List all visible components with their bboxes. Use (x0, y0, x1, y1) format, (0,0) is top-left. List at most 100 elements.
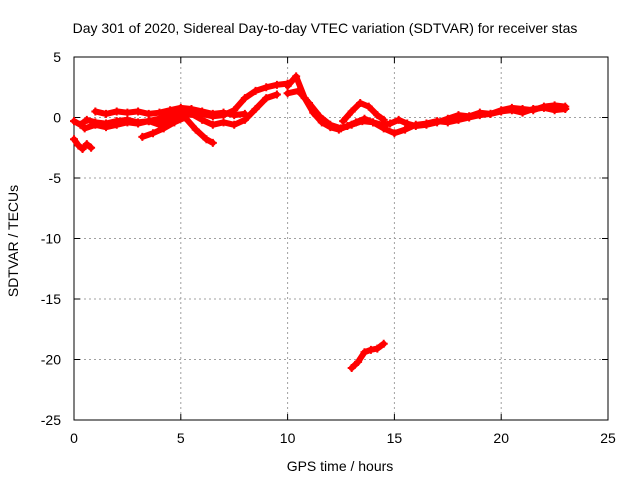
data-point (70, 135, 78, 144)
data-point (283, 89, 292, 98)
data-point (390, 129, 399, 138)
data-point (80, 124, 89, 133)
data-point (347, 363, 356, 372)
data-point (78, 144, 87, 153)
data-point (112, 120, 121, 129)
x-tick-label: 5 (177, 430, 185, 446)
data-point (379, 339, 388, 348)
data-point (208, 120, 217, 129)
data-point (411, 120, 420, 129)
x-tick-label: 10 (280, 430, 296, 446)
data-point (230, 120, 239, 129)
data-point (149, 129, 158, 138)
data-point (102, 123, 111, 132)
y-tick-label: -10 (41, 231, 61, 247)
y-tick-label: 0 (53, 110, 61, 126)
data-point (198, 107, 207, 116)
data-point (240, 94, 249, 103)
data-point (561, 105, 570, 114)
data-point (366, 345, 375, 354)
data-point (373, 111, 382, 120)
data-point (102, 109, 111, 118)
data-point (230, 111, 239, 120)
data-point (443, 118, 452, 127)
series-line-track-i (348, 340, 387, 371)
data-point (315, 112, 324, 121)
data-point (354, 357, 363, 366)
data-point (364, 102, 373, 111)
data-point (181, 113, 190, 122)
data-point (373, 344, 382, 353)
data-point (240, 109, 249, 118)
data-point (394, 115, 403, 124)
data-point (475, 111, 484, 120)
data-point (134, 107, 143, 116)
data-series (70, 72, 570, 372)
data-point (358, 117, 367, 126)
data-point (539, 103, 548, 112)
y-tick-label: 5 (53, 49, 61, 65)
data-point (360, 348, 369, 357)
data-point (134, 119, 143, 128)
data-point (379, 124, 388, 133)
data-point (369, 118, 378, 127)
x-tick-label: 25 (600, 430, 616, 446)
data-point (251, 86, 260, 95)
x-tick-label: 0 (70, 430, 78, 446)
data-point (272, 90, 281, 99)
data-point (262, 83, 271, 92)
data-point (208, 138, 217, 147)
data-point (379, 115, 388, 124)
x-tick-label: 20 (493, 430, 509, 446)
data-point (208, 109, 217, 118)
data-point (401, 125, 410, 134)
data-point (76, 120, 85, 129)
data-point (251, 105, 260, 114)
data-point (347, 107, 356, 116)
data-point (550, 106, 559, 115)
y-axis-ticks: -25 -20 -15 -10 -5 0 5 (41, 49, 608, 428)
data-point (91, 107, 100, 116)
data-point (292, 72, 301, 81)
data-point (70, 117, 78, 126)
y-axis-label: SDTVAR / TECUs (5, 185, 21, 297)
data-point (138, 132, 147, 141)
x-axis-ticks: 0 5 10 15 20 25 (70, 57, 616, 446)
data-point (347, 120, 356, 129)
data-point (219, 118, 228, 127)
data-point (507, 106, 516, 115)
data-point (283, 82, 292, 91)
data-point (123, 108, 132, 117)
data-point (74, 141, 83, 150)
data-point (529, 105, 538, 114)
data-point (191, 125, 200, 134)
data-point (123, 118, 132, 127)
data-point (202, 135, 211, 144)
data-point (82, 140, 91, 149)
data-point (144, 117, 153, 126)
y-tick-label: -20 (41, 352, 61, 368)
x-tick-label: 15 (387, 430, 403, 446)
data-point (486, 109, 495, 118)
data-point (304, 98, 313, 107)
data-point (454, 115, 463, 124)
y-tick-label: -5 (49, 170, 62, 186)
data-point (166, 106, 175, 115)
data-point (144, 109, 153, 118)
data-point (155, 108, 164, 117)
data-point (159, 124, 168, 133)
data-point (386, 119, 395, 128)
data-point (326, 120, 335, 129)
data-point (497, 107, 506, 116)
data-point (87, 143, 96, 152)
data-point (112, 107, 121, 116)
data-point (465, 113, 474, 122)
data-point (272, 80, 281, 89)
data-point (356, 98, 365, 107)
data-point (82, 115, 91, 124)
data-point (433, 117, 442, 126)
data-point (262, 94, 271, 103)
data-point (198, 115, 207, 124)
y-tick-label: -15 (41, 291, 61, 307)
